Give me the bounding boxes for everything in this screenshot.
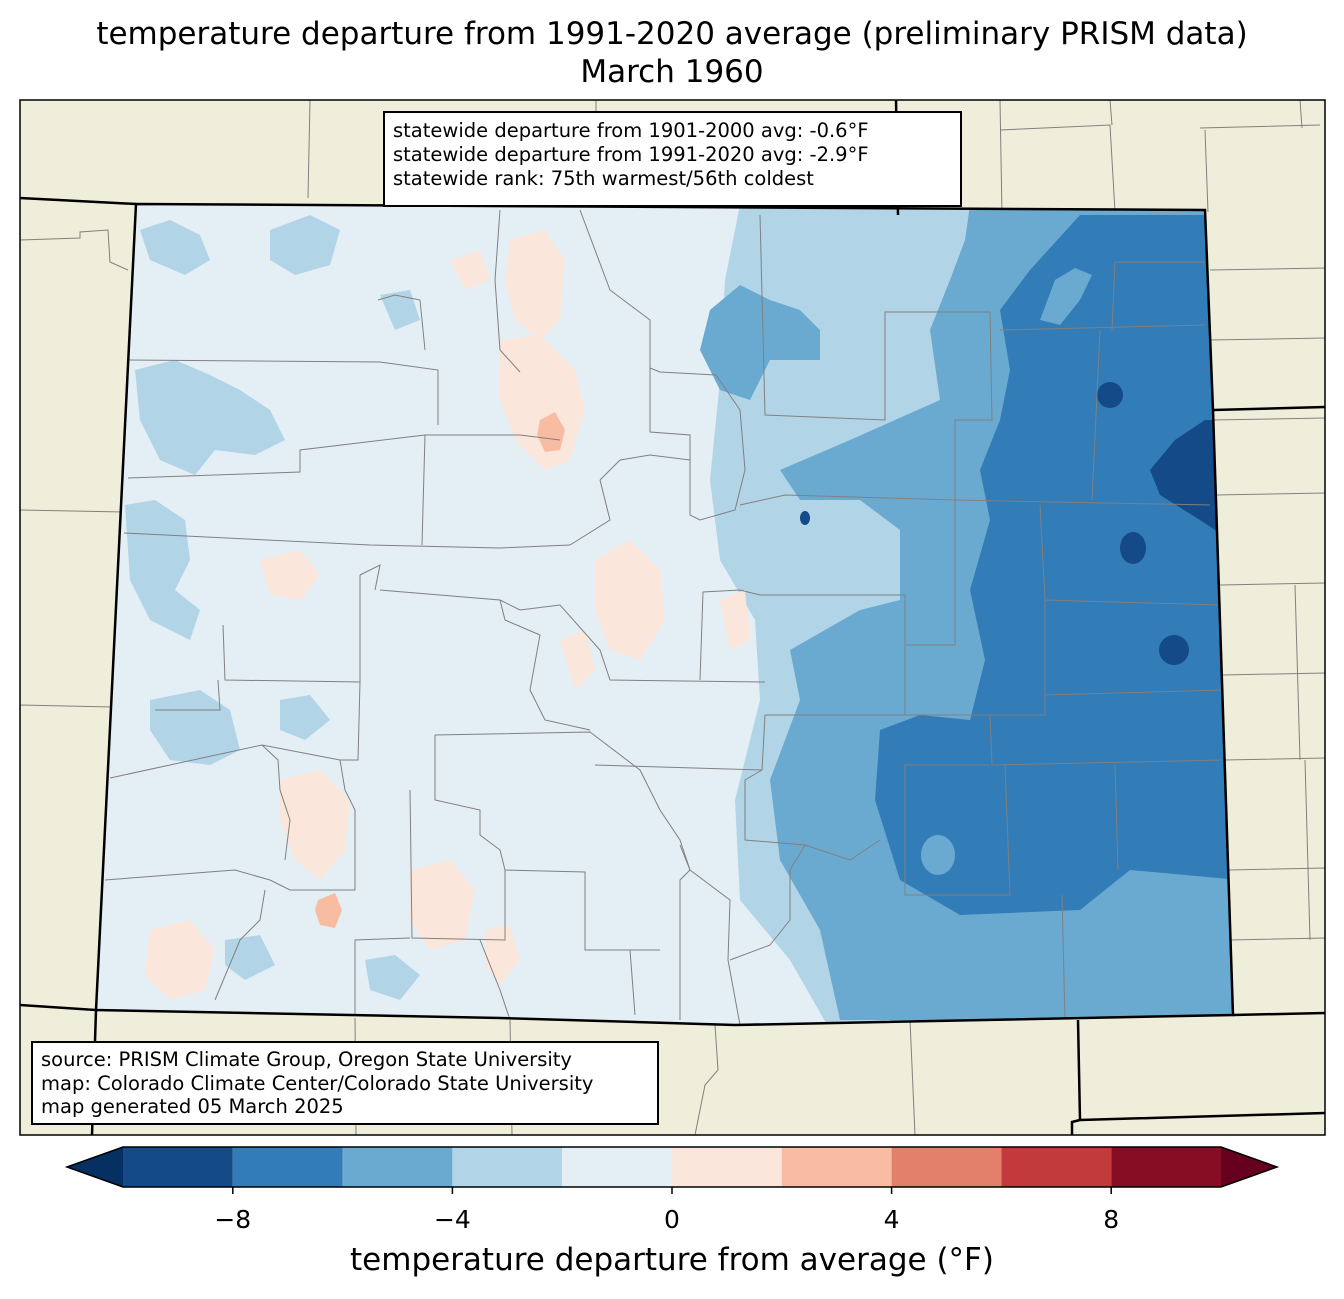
colorbar: [64, 1146, 1280, 1194]
field-patch-warm-10: [720, 590, 750, 650]
southern-neighbor-lines: [19, 1003, 1326, 1136]
colorbar-under-arrow: [67, 1147, 123, 1187]
colorbar-tick-label: 8: [1103, 1205, 1120, 1234]
stats-departure-1901-2000: statewide departure from 1901-2000 avg: …: [393, 119, 869, 142]
colorbar-over-arrow: [1221, 1147, 1277, 1187]
source-generated-date: map generated 05 March 2025: [41, 1095, 344, 1118]
state-boundaries: [19, 99, 1326, 1136]
colorbar-bin: [342, 1147, 453, 1187]
colorbar-bin: [1001, 1147, 1112, 1187]
field-patch-darkest-3: [1159, 635, 1189, 665]
field-patch-darkest-2: [1120, 532, 1146, 564]
colorado-boundary: [94, 202, 1235, 1027]
field-patch-west-blue-1: [140, 220, 210, 275]
source-box: source: PRISM Climate Group, Oregon Stat…: [31, 1041, 659, 1125]
stats-departure-1991-2020: statewide departure from 1991-2020 avg: …: [393, 143, 869, 166]
colorbar-bin: [672, 1147, 782, 1187]
field-patch-warm-11: [450, 250, 490, 290]
colorbar-tick-label: 4: [883, 1205, 900, 1234]
field-patch-west-blue-3: [125, 500, 200, 640]
colorbar-bin: [891, 1147, 1002, 1187]
field-patch-warm-5: [145, 920, 215, 1000]
field-patch-darkest-east: [1150, 420, 1230, 540]
map-frame-border: [19, 99, 1326, 1136]
field-patch-warm-3: [595, 540, 665, 660]
colorbar-tick-label: −8: [214, 1205, 252, 1234]
field-patch-west-blue-6: [380, 290, 420, 330]
colorbar-label: temperature departure from average (°F): [350, 1242, 994, 1278]
county-lines: [104, 209, 1223, 1025]
colorbar-bin: [781, 1147, 892, 1187]
colorbar-bin: [1111, 1147, 1221, 1187]
colorbar-tick-label: 0: [664, 1205, 680, 1234]
field-patch-warm-6: [410, 860, 475, 950]
source-map-credit: map: Colorado Climate Center/Colorado St…: [41, 1071, 594, 1095]
map-subtitle: March 1960: [580, 54, 764, 90]
field-patch-west-blue-5: [270, 215, 340, 275]
field-patch-warm-8: [560, 630, 595, 690]
field-patch-warm-1: [505, 230, 565, 340]
field-patch-mid-blue-north: [700, 285, 820, 400]
field-patch-west-blue-8: [365, 955, 420, 1000]
colorbar-outline: [64, 1146, 1280, 1188]
source-prism: source: PRISM Climate Group, Oregon Stat…: [41, 1048, 572, 1071]
field-patch-warm-2: [500, 335, 585, 470]
colorbar-bin: [123, 1147, 233, 1187]
field-patch-light-blue-inner: [1040, 268, 1092, 325]
colorbar-bin: [232, 1147, 343, 1187]
field-patch-warm-4: [280, 770, 350, 880]
field-patch-hot-2: [315, 893, 342, 928]
field-patch-darkest-1: [1097, 382, 1123, 408]
field-patch-hot-1: [537, 412, 565, 452]
colorbar-tick-label: −4: [433, 1205, 471, 1234]
field-patch-light-blue-ring: [921, 835, 955, 875]
field-patch-darkest-4: [800, 511, 810, 525]
field-patch-warm-9: [260, 550, 320, 600]
field-patch-west-blue-2: [135, 360, 285, 475]
field-patch-west-blue-7: [280, 695, 330, 740]
field-band-dark-blue: [875, 215, 1233, 915]
colorbar-bin: [562, 1147, 672, 1187]
statistics-box: statewide departure from 1901-2000 avg: …: [383, 111, 962, 207]
colorbar-bin: [452, 1147, 563, 1187]
stats-rank: statewide rank: 75th warmest/56th coldes…: [393, 167, 814, 190]
map-title: temperature departure from 1991-2020 ave…: [96, 16, 1248, 52]
field-patch-west-blue-4: [150, 690, 240, 765]
